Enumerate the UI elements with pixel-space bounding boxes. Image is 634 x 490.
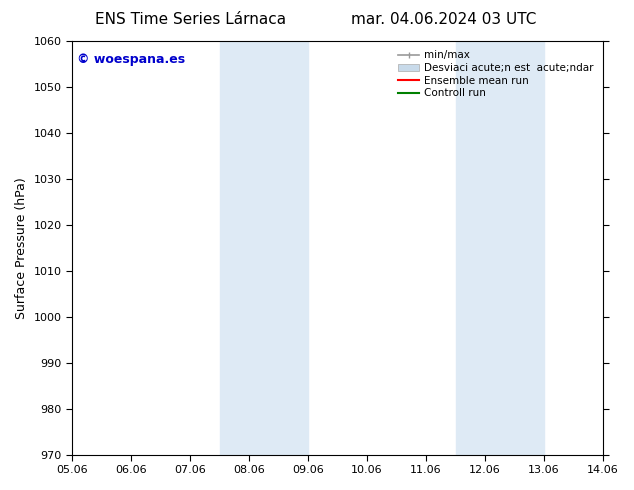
Text: © woespana.es: © woespana.es bbox=[77, 53, 186, 67]
Bar bbox=[219, 41, 308, 455]
Legend: min/max, Desviaci acute;n est  acute;ndar, Ensemble mean run, Controll run: min/max, Desviaci acute;n est acute;ndar… bbox=[394, 46, 598, 102]
Text: ENS Time Series Lárnaca: ENS Time Series Lárnaca bbox=[94, 12, 286, 27]
Text: mar. 04.06.2024 03 UTC: mar. 04.06.2024 03 UTC bbox=[351, 12, 536, 27]
Y-axis label: Surface Pressure (hPa): Surface Pressure (hPa) bbox=[15, 177, 28, 318]
Bar bbox=[456, 41, 544, 455]
